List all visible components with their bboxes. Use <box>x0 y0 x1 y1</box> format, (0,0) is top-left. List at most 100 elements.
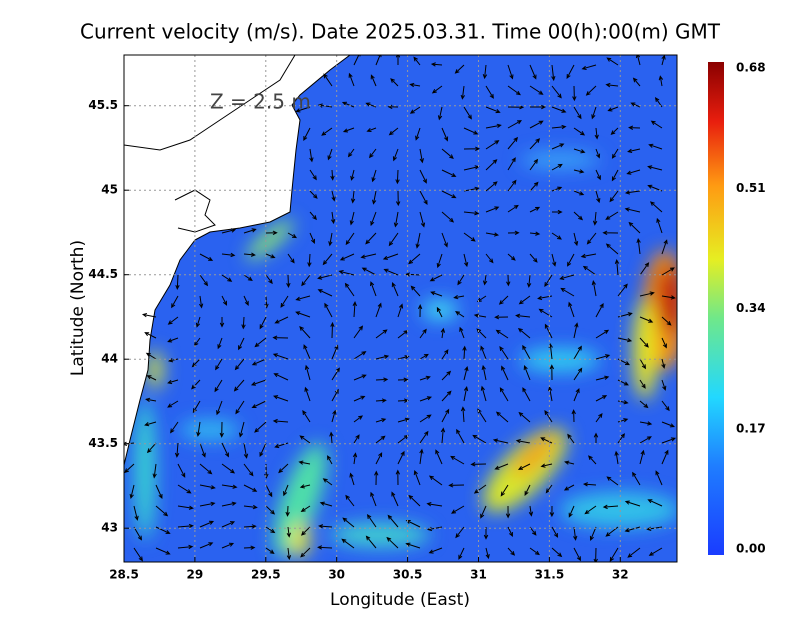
vector-arrow <box>507 526 513 538</box>
vector-arrow <box>617 433 625 444</box>
vector-arrow <box>419 430 429 444</box>
vector-arrow <box>274 316 289 324</box>
vector-arrow <box>413 470 421 486</box>
vector-arrow <box>595 354 611 360</box>
vector-arrow <box>285 505 290 517</box>
vector-arrow <box>219 421 224 438</box>
vector-arrow <box>243 524 257 529</box>
vector-arrow <box>639 400 649 409</box>
vector-arrow <box>482 64 488 80</box>
vector-arrow <box>463 253 469 268</box>
vector-arrow <box>408 494 421 507</box>
vector-arrow <box>544 410 553 423</box>
vector-arrow <box>331 190 336 202</box>
vector-arrow <box>606 476 619 486</box>
vector-arrow <box>391 282 399 297</box>
vector-arrow <box>436 306 443 318</box>
vector-arrow <box>429 274 443 282</box>
vector-arrow <box>155 505 169 517</box>
x-tick-label: 31 <box>470 568 487 582</box>
vector-arrow <box>518 295 531 305</box>
vector-arrow <box>517 463 531 470</box>
y-tick-label: 45 <box>101 183 118 197</box>
vector-arrow <box>563 484 575 491</box>
vector-arrow <box>365 535 377 549</box>
vector-arrow <box>175 274 180 290</box>
vector-arrow <box>595 412 603 423</box>
vector-arrow <box>342 127 355 133</box>
vector-arrow <box>133 505 139 521</box>
vector-arrow <box>593 547 598 562</box>
vector-arrow <box>568 301 575 318</box>
vector-arrow <box>371 169 377 183</box>
vector-arrow <box>518 411 531 423</box>
vector-arrow <box>167 400 179 408</box>
vector-arrow <box>473 484 487 494</box>
vector-arrow <box>221 295 228 306</box>
vector-arrow <box>627 547 641 558</box>
vector-arrow <box>441 370 452 381</box>
vector-arrow <box>393 211 399 228</box>
vector-arrow <box>345 494 355 507</box>
vector-arrow <box>636 237 641 255</box>
vector-arrow <box>303 344 311 360</box>
vector-arrow <box>480 385 487 402</box>
vector-arrow <box>195 316 201 328</box>
vector-arrow <box>300 505 311 513</box>
vector-arrow <box>321 127 333 136</box>
vector-arrow <box>593 432 599 443</box>
vector-arrow <box>617 283 628 297</box>
vector-arrow <box>571 409 576 423</box>
vector-arrow <box>124 463 135 474</box>
vector-arrow <box>548 386 553 402</box>
vector-arrow <box>174 442 180 458</box>
vector-arrow <box>485 547 490 560</box>
vector-arrow <box>595 169 601 181</box>
vector-arrow <box>507 179 517 192</box>
vector-arrow <box>573 232 579 247</box>
vector-arrow <box>632 77 641 87</box>
vector-arrow <box>395 190 401 207</box>
vector-arrow <box>352 452 358 465</box>
vector-arrow <box>462 345 467 360</box>
vector-arrow <box>233 379 245 392</box>
vector-arrow <box>451 505 465 514</box>
vector-arrow <box>552 209 563 215</box>
vector-arrow <box>419 190 428 206</box>
vector-arrow <box>592 211 598 226</box>
vector-arrow <box>515 439 531 444</box>
vector-arrow <box>219 317 225 328</box>
vector-arrow <box>614 258 620 276</box>
vector-arrow <box>459 326 465 339</box>
vector-arrow <box>458 547 465 560</box>
vector-arrow <box>331 409 337 423</box>
vector-arrow <box>318 524 333 529</box>
y-tick-label: 44.5 <box>88 267 118 281</box>
vector-arrow <box>303 127 311 142</box>
vector-arrow <box>498 295 509 305</box>
vector-arrow <box>348 72 355 87</box>
vector-arrow <box>299 326 311 339</box>
vector-arrow <box>331 344 339 360</box>
y-tick-label: 45.5 <box>88 98 118 112</box>
vector-arrow <box>435 449 443 465</box>
vector-arrow <box>501 365 509 381</box>
vector-arrow <box>409 106 421 114</box>
vector-arrow <box>485 206 500 213</box>
vector-arrow <box>331 367 340 381</box>
vector-arrow <box>199 463 213 475</box>
vector-arrow <box>560 287 575 297</box>
vector-arrow <box>495 329 509 339</box>
vector-arrow <box>250 379 267 386</box>
vector-arrow <box>499 387 509 402</box>
vector-arrow <box>507 204 519 213</box>
vector-arrow <box>360 253 377 259</box>
vector-arrow <box>301 274 311 287</box>
vector-arrow <box>366 513 377 528</box>
plot-frame <box>123 54 678 563</box>
vector-arrow <box>441 232 448 248</box>
vector-arrow <box>300 526 311 536</box>
vector-arrow <box>375 302 382 318</box>
vector-arrow <box>431 85 443 94</box>
vector-arrow <box>441 408 450 423</box>
